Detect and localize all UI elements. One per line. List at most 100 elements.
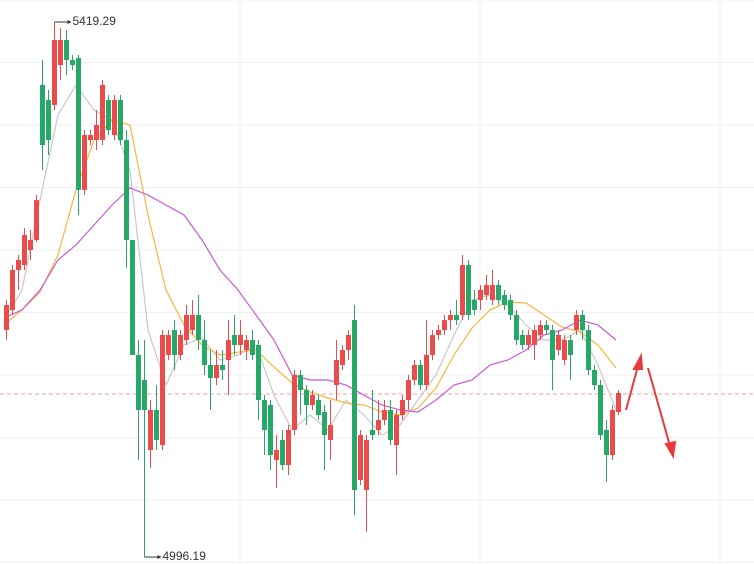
candle-body	[322, 411, 327, 436]
candle-body	[466, 265, 471, 316]
candle-body	[232, 334, 237, 345]
candle-body	[124, 139, 129, 241]
candle-body	[418, 364, 423, 386]
candle-body	[424, 354, 429, 386]
candle-body	[580, 315, 585, 331]
candle-body	[112, 100, 117, 136]
candle-body	[118, 100, 123, 140]
candle-body	[154, 409, 159, 440]
candle-body	[238, 334, 243, 345]
candle-body	[196, 315, 201, 341]
candle-body	[52, 39, 57, 105]
candle-body	[586, 330, 591, 371]
candle-body	[190, 315, 195, 331]
candle-body	[34, 200, 39, 241]
candle-body	[274, 450, 279, 461]
candle-body	[508, 299, 513, 316]
candle-body	[304, 389, 309, 406]
candle-body	[82, 135, 87, 190]
candle-body	[532, 330, 537, 345]
candle-body	[574, 315, 579, 331]
candle-body	[406, 380, 411, 400]
candle-body	[382, 409, 387, 420]
candle-body	[292, 374, 297, 430]
candle-body	[202, 340, 207, 365]
candle-body	[100, 84, 105, 140]
candle-body	[610, 409, 615, 455]
candle-body	[136, 354, 141, 410]
candle-body	[40, 84, 45, 146]
candle-body	[334, 360, 339, 386]
candle-body	[550, 330, 555, 361]
candle-body	[556, 334, 561, 351]
candle-body	[46, 100, 51, 140]
candle-body	[412, 364, 417, 381]
candle-body	[526, 334, 531, 345]
arrow-down	[647, 367, 671, 447]
candle-body	[250, 340, 255, 355]
candle-body	[346, 334, 351, 351]
candle-body	[28, 240, 33, 251]
candle-body	[328, 425, 333, 440]
candle-body	[214, 364, 219, 378]
candle-body	[370, 429, 375, 436]
candle-body	[496, 285, 501, 300]
candle-body	[286, 429, 291, 465]
candle-body	[340, 350, 345, 365]
candle-body	[226, 340, 231, 361]
candle-body	[448, 315, 453, 321]
candle-body	[604, 429, 609, 455]
candle-body	[64, 39, 69, 60]
candle-body	[148, 409, 153, 451]
candle-body	[184, 315, 189, 341]
arrow-head	[632, 352, 644, 370]
candle-body	[76, 58, 81, 190]
candle-body	[178, 334, 183, 355]
arrow-head	[664, 440, 677, 459]
arrow-up	[625, 365, 639, 411]
annotation-arrow	[67, 20, 72, 25]
candle-body	[262, 399, 267, 430]
candle-body	[388, 409, 393, 440]
candle-body	[172, 330, 177, 355]
candle-body	[70, 59, 75, 65]
candle-body	[166, 334, 171, 355]
candle-body	[106, 100, 111, 130]
candle-body	[538, 324, 543, 335]
candle-body	[502, 295, 507, 306]
candle-body	[376, 419, 381, 430]
candle-body	[592, 370, 597, 386]
candle-body	[22, 234, 27, 266]
candle-body	[298, 374, 303, 390]
candle-body	[160, 334, 165, 446]
candle-body	[310, 395, 315, 406]
candle-body	[442, 320, 447, 331]
candle-body	[256, 344, 261, 400]
candle-body	[394, 415, 399, 446]
candle-body	[220, 364, 225, 371]
candle-body	[280, 439, 285, 465]
candle-body	[454, 315, 459, 321]
candle-body	[436, 330, 441, 335]
candle-body	[490, 285, 495, 300]
candle-body	[460, 265, 465, 316]
candle-body	[58, 39, 63, 65]
candle-body	[16, 259, 21, 270]
candle-body	[94, 124, 99, 140]
candle-body	[478, 289, 483, 300]
ma-line	[3, 119, 617, 416]
candle-body	[484, 285, 489, 296]
candle-body	[544, 324, 549, 331]
ma-line	[3, 187, 617, 413]
candle-body	[4, 305, 9, 331]
candle-body	[562, 340, 567, 361]
candle-body	[142, 380, 147, 410]
candle-body	[130, 240, 135, 355]
candle-body	[430, 334, 435, 355]
candle-body	[520, 334, 525, 345]
candle-body	[358, 435, 363, 481]
annotation-label: 5419.29	[73, 14, 117, 28]
candle-body	[244, 340, 249, 351]
candle-body	[88, 135, 93, 140]
